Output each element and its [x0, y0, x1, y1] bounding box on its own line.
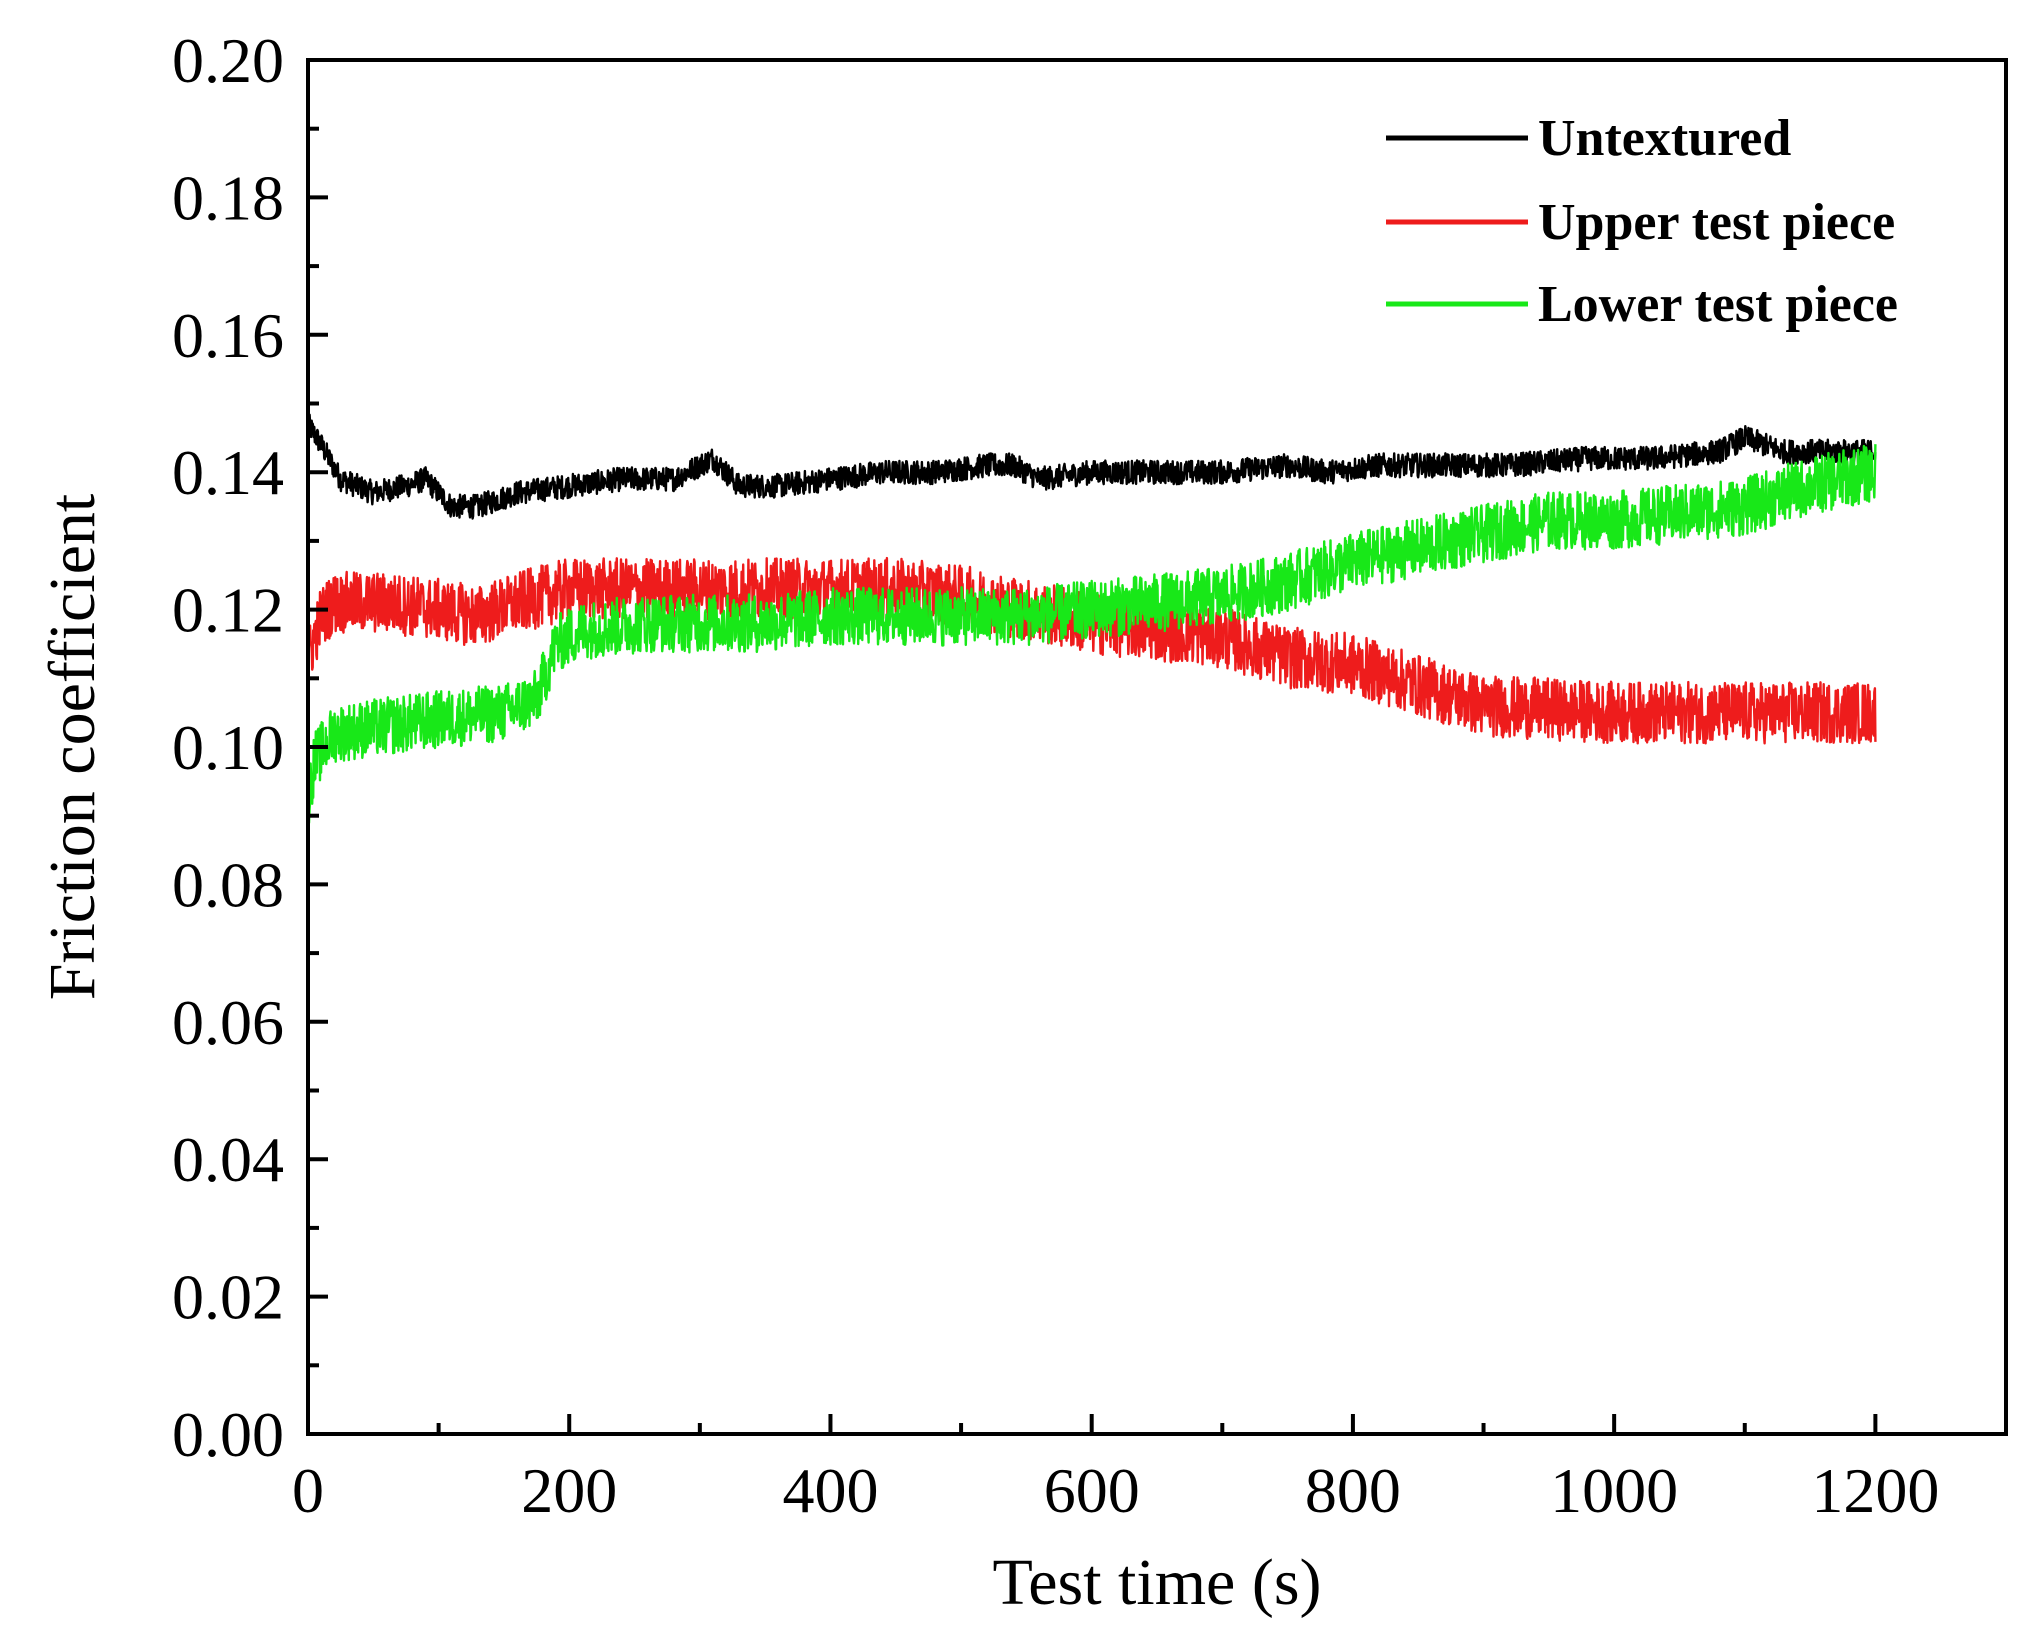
y-tick-label: 0.00 — [172, 1399, 284, 1470]
legend-label: Untextured — [1538, 110, 1791, 167]
y-tick-label: 0.06 — [172, 987, 284, 1058]
x-tick-label: 0 — [292, 1455, 324, 1526]
y-tick-label: 0.10 — [172, 712, 284, 783]
y-tick-label: 0.12 — [172, 575, 284, 646]
x-tick-label: 1000 — [1550, 1455, 1678, 1526]
series-line-1 — [306, 413, 1877, 520]
x-tick-label: 1200 — [1811, 1455, 1939, 1526]
y-tick-label: 0.16 — [172, 300, 284, 371]
x-axis: 0 200 400 600 800 1000 1200 — [292, 1414, 1939, 1526]
y-tick-label: 0.08 — [172, 849, 284, 920]
y-tick-label: 0.20 — [172, 25, 284, 96]
series-layer — [306, 413, 1877, 825]
x-tick-label: 200 — [521, 1455, 617, 1526]
x-tick-label: 400 — [782, 1455, 878, 1526]
y-tick-label: 0.18 — [172, 162, 284, 233]
x-tick-label: 800 — [1305, 1455, 1401, 1526]
series-line-3 — [306, 444, 1877, 825]
y-axis-title: Friction coefficient — [36, 494, 109, 1000]
x-tick-label: 600 — [1044, 1455, 1140, 1526]
legend: Untextured Upper test piece Lower test pie… — [1386, 110, 1898, 333]
y-tick-label: 0.02 — [172, 1262, 284, 1333]
y-tick-label: 0.14 — [172, 437, 284, 508]
legend-label: Upper test piece — [1538, 194, 1895, 251]
legend-label: Lower test piece — [1538, 276, 1898, 333]
y-tick-label: 0.04 — [172, 1124, 284, 1195]
x-axis-title: Test time (s) — [993, 1546, 1322, 1619]
y-axis: 0.00 0.02 0.04 0.06 0.08 0.10 0.12 0.14 0.16 0.18… — [172, 25, 328, 1470]
